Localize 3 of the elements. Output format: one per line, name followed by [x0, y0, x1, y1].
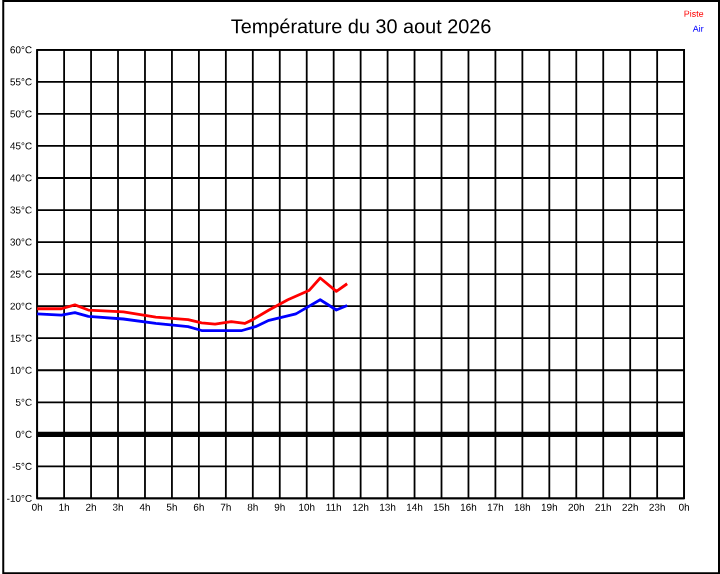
line-series — [35, 298, 349, 332]
chart-title: Température du 30 aout 2026 — [231, 18, 491, 38]
line-series — [35, 276, 349, 326]
